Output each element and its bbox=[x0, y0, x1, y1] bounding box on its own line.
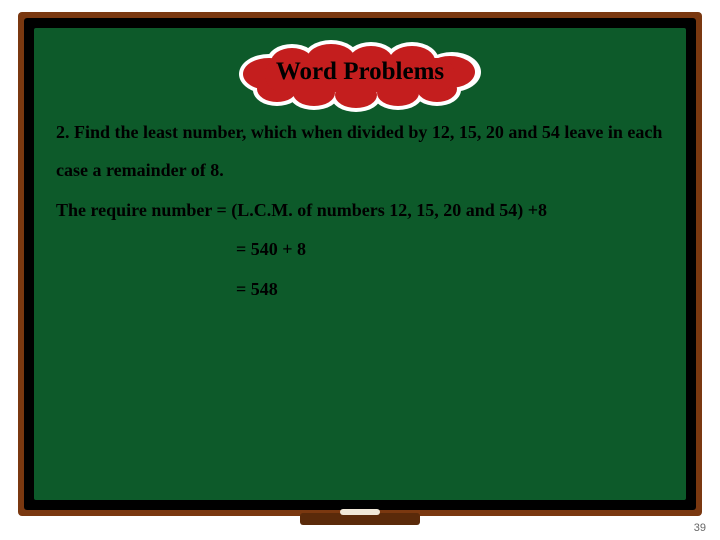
title-badge: Word Problems bbox=[245, 46, 475, 100]
solution-line-1: The require number = (L.C.M. of numbers … bbox=[56, 192, 664, 230]
chalk-piece bbox=[340, 509, 380, 515]
solution-line-2: = 540 + 8 bbox=[56, 231, 664, 269]
question-text: 2. Find the least number, which when div… bbox=[56, 114, 664, 190]
title-text: Word Problems bbox=[245, 58, 475, 86]
chalk-tray bbox=[300, 513, 420, 525]
board-frame: Word Problems 2. Find the least number, … bbox=[18, 12, 702, 516]
board-surface: Word Problems 2. Find the least number, … bbox=[34, 28, 686, 500]
board-border: Word Problems 2. Find the least number, … bbox=[24, 18, 696, 510]
page-number: 39 bbox=[694, 522, 706, 534]
content-area: 2. Find the least number, which when div… bbox=[56, 114, 664, 309]
solution-line-3: = 548 bbox=[56, 271, 664, 309]
